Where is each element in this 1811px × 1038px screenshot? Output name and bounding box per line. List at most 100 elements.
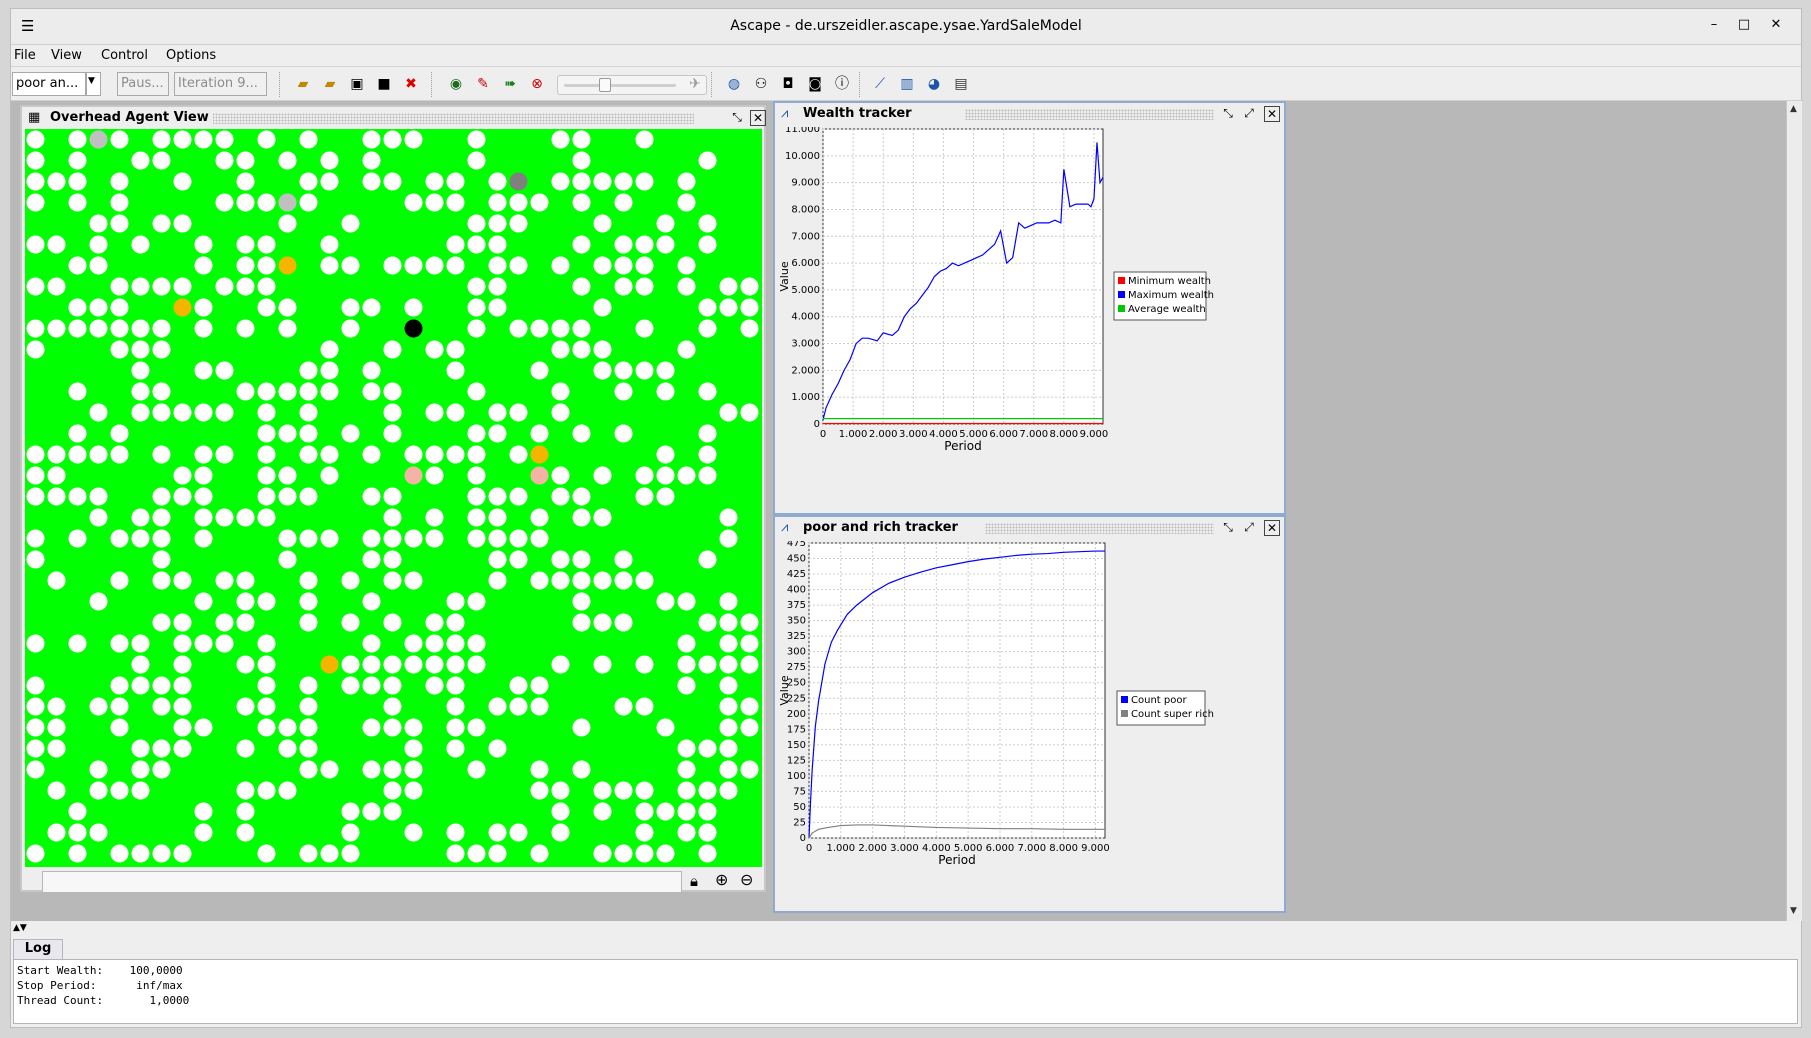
agent xyxy=(278,529,297,548)
open-folder-icon[interactable]: ▰ xyxy=(297,76,309,92)
minimize-icon[interactable]: – xyxy=(1710,17,1718,32)
open-file-icon[interactable]: ▰ xyxy=(324,76,336,92)
agent xyxy=(551,256,570,275)
menu-options[interactable]: Options xyxy=(166,48,217,63)
console-icon[interactable]: ▤ xyxy=(954,76,968,92)
menu-view[interactable]: View xyxy=(51,48,82,63)
agent xyxy=(89,130,108,149)
agent xyxy=(467,277,486,296)
lock-icon[interactable]: 🔒︎ xyxy=(690,872,698,890)
agent xyxy=(341,823,360,842)
agent xyxy=(299,529,318,548)
camera-icon[interactable]: ◘ xyxy=(782,76,794,92)
restore-icon[interactable]: ⤡ xyxy=(732,110,742,124)
agent xyxy=(68,424,87,443)
desktop-scrollbar[interactable]: ▲ ▼ xyxy=(1786,101,1802,921)
wealth-tracker-header[interactable]: ⩘ Wealth tracker ⤡ ⤢ ✕ xyxy=(775,103,1284,125)
agent xyxy=(299,571,318,590)
agent xyxy=(152,760,171,779)
maximize-frame-icon[interactable]: ⤢ xyxy=(1244,520,1254,534)
stop-icon[interactable]: ⊗ xyxy=(531,76,543,92)
globe-icon[interactable]: ◍ xyxy=(727,76,741,92)
agent xyxy=(110,214,129,233)
binoculars-icon[interactable]: ⚇ xyxy=(754,76,768,92)
agent xyxy=(740,319,759,338)
agent xyxy=(26,445,45,464)
agent xyxy=(173,613,192,632)
agent xyxy=(152,529,171,548)
agent xyxy=(404,718,423,737)
poor-rich-chart: 0 25 50 75 100 125 150 175 200 225 250 275 300 325 350… xyxy=(778,541,1214,867)
zoom-in-icon[interactable]: ⊕ xyxy=(715,870,729,889)
agent xyxy=(215,508,234,527)
agent xyxy=(110,529,129,548)
chevron-down-icon[interactable]: ▼ xyxy=(86,72,101,96)
agent xyxy=(614,424,633,443)
agent xyxy=(551,487,570,506)
agent xyxy=(509,823,528,842)
agent xyxy=(194,718,213,737)
line-chart-icon[interactable]: ⟋ xyxy=(875,76,885,92)
frame-close-icon[interactable]: ✕ xyxy=(1264,520,1280,536)
agent xyxy=(614,697,633,716)
agent xyxy=(656,802,675,821)
overhead-agent-view-header[interactable]: ▦ Overhead Agent View ⤡ ✕ xyxy=(22,107,766,129)
agent xyxy=(572,130,591,149)
restart-icon[interactable]: ◉ xyxy=(449,76,463,92)
agent xyxy=(131,235,150,254)
pie-chart-icon[interactable]: ◕ xyxy=(927,76,941,92)
pause-icon[interactable]: ✎ xyxy=(477,76,489,92)
step-icon[interactable]: ➠ xyxy=(504,76,516,92)
speed-slider[interactable] xyxy=(557,75,707,95)
legend-swatch xyxy=(1121,696,1128,703)
agent xyxy=(509,256,528,275)
restore-icon[interactable]: ⤡ xyxy=(1223,520,1233,534)
agent xyxy=(656,214,675,233)
agent xyxy=(488,697,507,716)
agent xyxy=(425,529,444,548)
agent xyxy=(467,445,486,464)
agent xyxy=(509,319,528,338)
save-run-icon[interactable]: ▣ xyxy=(350,76,364,92)
window-menu-icon[interactable]: ☰ xyxy=(21,17,35,35)
menu-control[interactable]: Control xyxy=(101,48,148,63)
zoom-out-icon[interactable]: ⊖ xyxy=(740,870,754,889)
info-icon[interactable]: ⓘ xyxy=(835,76,849,92)
agent xyxy=(110,277,129,296)
agent xyxy=(194,298,213,317)
close-icon[interactable]: ✕ xyxy=(1770,17,1782,32)
agent xyxy=(404,193,423,212)
agent xyxy=(488,193,507,212)
split-arrows-icon[interactable]: ▲▼ xyxy=(13,923,27,933)
maximize-icon[interactable]: □ xyxy=(1737,17,1751,32)
frame-close-icon[interactable]: ✕ xyxy=(750,110,766,126)
frame-close-icon[interactable]: ✕ xyxy=(1264,106,1280,122)
agent xyxy=(635,277,654,296)
agent xyxy=(593,655,612,674)
agent xyxy=(551,403,570,422)
movie-camera-icon[interactable]: ◙ xyxy=(808,76,822,92)
agent xyxy=(698,655,717,674)
x-tick-label: 4.000 xyxy=(922,843,951,854)
agent xyxy=(551,340,570,359)
bar-chart-icon[interactable]: ▥ xyxy=(900,76,914,92)
agent xyxy=(740,634,759,653)
agent xyxy=(677,676,696,695)
agent xyxy=(173,172,192,191)
agent xyxy=(173,487,192,506)
close-model-icon[interactable]: ✖ xyxy=(405,76,417,92)
save-icon[interactable]: ■ xyxy=(377,76,391,92)
agent xyxy=(635,844,654,863)
series-line xyxy=(808,550,1105,839)
view-select[interactable]: poor an... xyxy=(12,72,86,96)
tab-log[interactable]: Log xyxy=(13,939,63,959)
agent xyxy=(446,697,465,716)
agent xyxy=(236,172,255,191)
y-axis-label: Value xyxy=(778,675,791,705)
poor-rich-tracker-header[interactable]: ⩘ poor and rich tracker ⤡ ⤢ ✕ xyxy=(775,517,1284,539)
maximize-frame-icon[interactable]: ⤢ xyxy=(1244,106,1254,120)
menu-file[interactable]: File xyxy=(14,48,36,63)
agent-grid[interactable] xyxy=(25,129,762,867)
agent xyxy=(26,529,45,548)
restore-icon[interactable]: ⤡ xyxy=(1223,106,1233,120)
